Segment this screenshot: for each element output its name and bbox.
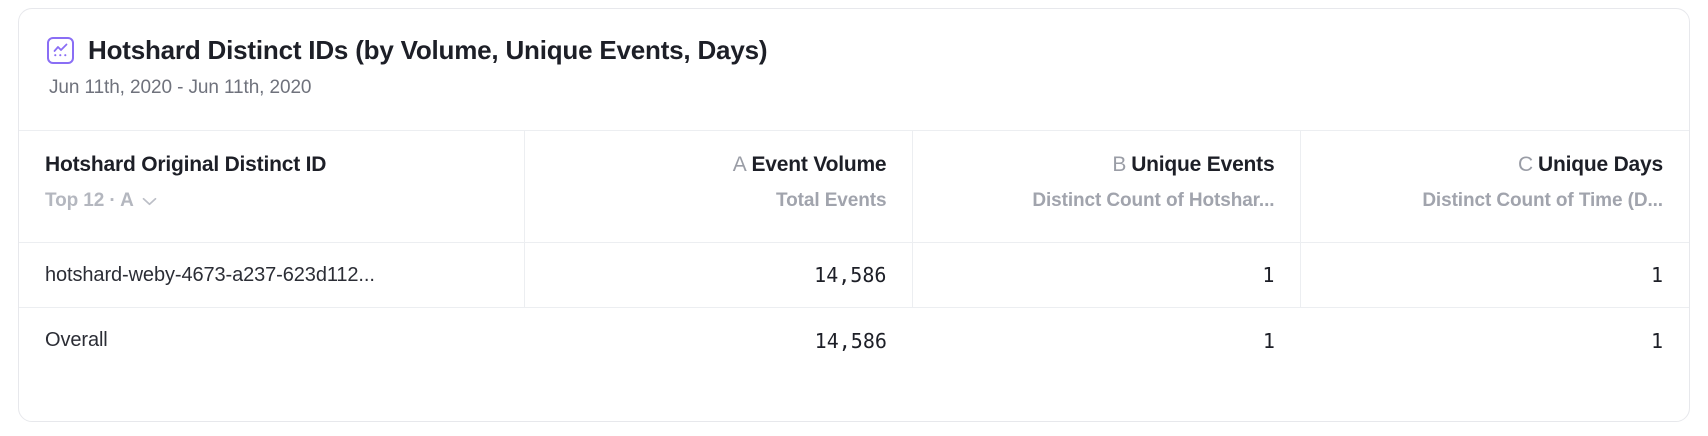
column-letter: A — [732, 153, 747, 176]
chart-card: Hotshard Distinct IDs (by Volume, Unique… — [18, 8, 1690, 422]
page-title: Hotshard Distinct IDs (by Volume, Unique… — [88, 35, 768, 65]
total-value-unique-days: 1 — [1300, 307, 1689, 374]
total-value-unique-events: 1 — [912, 307, 1301, 374]
results-table: Hotshard Original Distinct ID Top 12 · A — [19, 130, 1689, 374]
column-header-dimension[interactable]: Hotshard Original Distinct ID Top 12 · A — [19, 130, 526, 243]
column-letter: B — [1112, 153, 1127, 176]
column-subtitle: Top 12 · A — [45, 190, 134, 211]
row-value-unique-days: 1 — [1300, 242, 1689, 308]
column-subtitle: Total Events — [776, 190, 887, 211]
column-subtitle: Distinct Count of Hotshar... — [1032, 190, 1275, 211]
row-label: hotshard-weby-4673-a237-623d112... — [19, 242, 526, 308]
column-title: B Unique Events — [939, 153, 1274, 177]
total-value-event-volume: 14,586 — [524, 307, 913, 374]
column-title-text: Event Volume — [751, 153, 887, 176]
column-title: Hotshard Original Distinct ID — [45, 153, 327, 176]
table-row[interactable]: hotshard-weby-4673-a237-623d112... 14,58… — [19, 242, 1689, 308]
card-header: Hotshard Distinct IDs (by Volume, Unique… — [19, 9, 1689, 99]
column-letter: C — [1518, 153, 1533, 176]
table-header-row: Hotshard Original Distinct ID Top 12 · A — [19, 130, 1689, 243]
column-header-event-volume[interactable]: A Event Volume Total Events — [524, 130, 914, 243]
column-subtitle: Distinct Count of Time (D... — [1422, 190, 1663, 211]
chevron-down-icon[interactable] — [142, 190, 157, 212]
line-chart-icon — [47, 37, 74, 64]
table-total-row: Overall 14,586 1 1 — [19, 307, 1689, 374]
column-subtitle-group[interactable]: Top 12 · A — [45, 190, 498, 212]
column-title-text: Unique Events — [1131, 153, 1275, 176]
title-row: Hotshard Distinct IDs (by Volume, Unique… — [47, 35, 1689, 66]
date-range-label: Jun 11th, 2020 - Jun 11th, 2020 — [49, 77, 312, 98]
row-value-unique-events: 1 — [912, 242, 1302, 308]
row-value-event-volume: 14,586 — [524, 242, 914, 308]
column-header-unique-days[interactable]: C Unique Days Distinct Count of Time (D..… — [1300, 130, 1689, 243]
column-title: A Event Volume — [551, 153, 887, 177]
column-title: C Unique Days — [1327, 153, 1663, 177]
column-header-unique-events[interactable]: B Unique Events Distinct Count of Hotshar… — [912, 130, 1302, 243]
column-title-text: Unique Days — [1538, 153, 1663, 176]
total-row-label: Overall — [19, 307, 525, 374]
